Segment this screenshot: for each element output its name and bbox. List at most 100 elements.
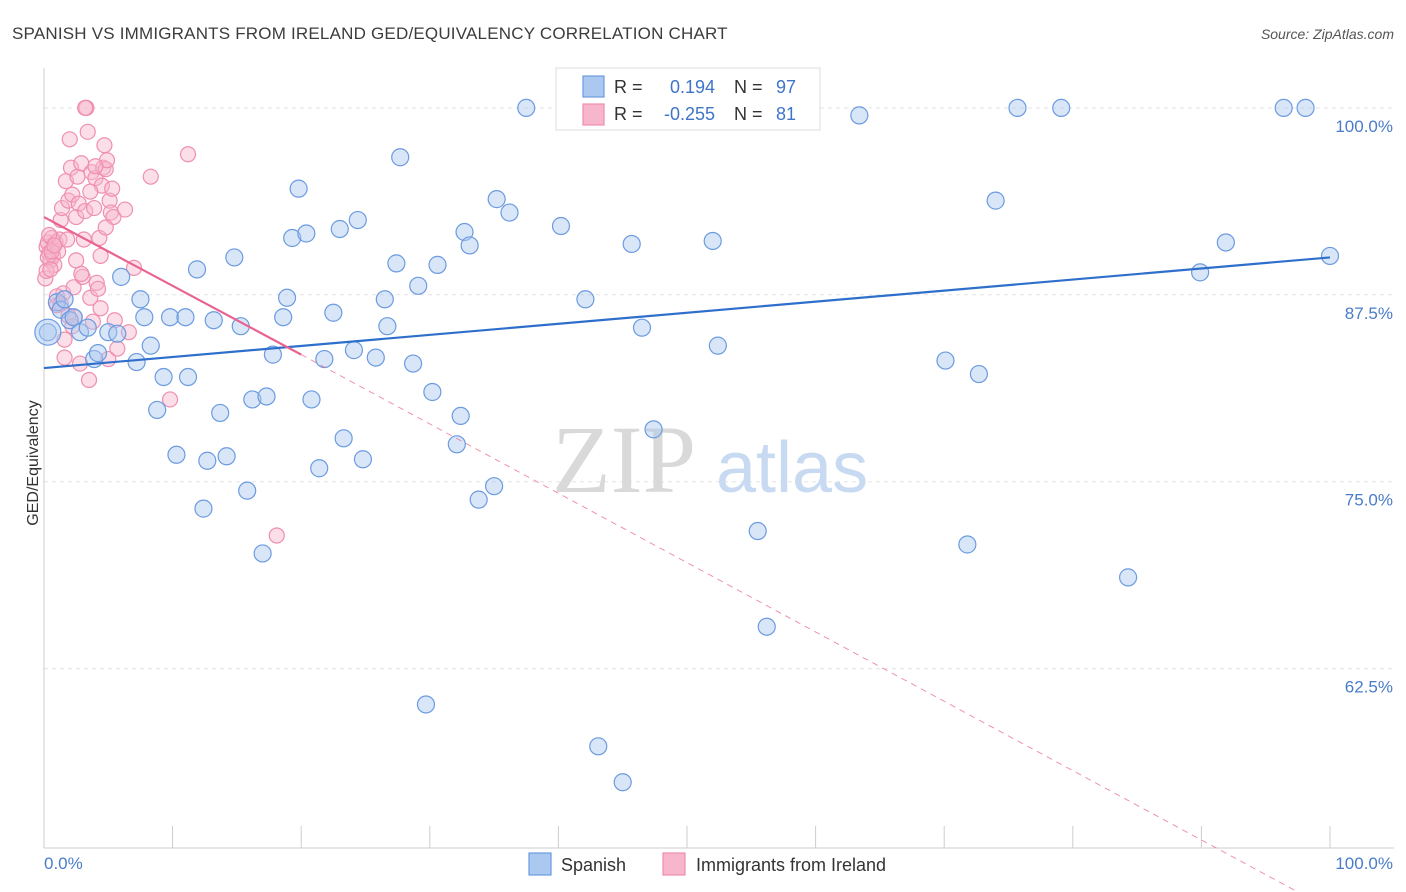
- spanish-point-75: [632, 318, 652, 337]
- x-tick-label-0: 0.0%: [44, 854, 83, 873]
- stats-swatch-ireland: [582, 103, 605, 126]
- ireland-point-77: [87, 158, 104, 175]
- spanish-point-27: [211, 403, 230, 423]
- ireland-point-49: [101, 192, 118, 209]
- ireland-point-33: [80, 371, 98, 389]
- spanish-point-41: [302, 390, 321, 409]
- spanish-r-label: R =: [614, 77, 643, 97]
- ireland-point-75: [77, 99, 94, 117]
- x-tick-label-1: 100.0%: [1335, 854, 1393, 873]
- spanish-point-47: [344, 341, 364, 360]
- spanish-point-12: [112, 267, 131, 286]
- ireland-point-40: [89, 280, 107, 297]
- legend-swatch-spanish: [528, 852, 552, 876]
- spanish-point-80: [757, 617, 776, 636]
- spanish-point-18: [154, 367, 173, 387]
- chart-source: Source: ZipAtlas.com: [1261, 26, 1394, 42]
- spanish-point-large: [34, 318, 62, 346]
- ireland-point-21: [65, 279, 82, 296]
- spanish-point-45: [330, 219, 349, 239]
- spanish-point-5: [64, 308, 83, 327]
- spanish-point-72: [589, 737, 608, 756]
- spanish-point-28: [217, 447, 236, 466]
- spanish-point-34: [257, 387, 276, 406]
- spanish-point-84: [958, 535, 977, 554]
- ireland-point-14: [56, 349, 73, 366]
- ireland-point-80: [42, 261, 59, 278]
- ireland-point-61: [268, 527, 285, 544]
- spanish-trend-line: [43, 256, 1331, 370]
- y-tick-label-2: 87.5%: [1345, 304, 1393, 323]
- spanish-point-25: [198, 451, 217, 470]
- ireland-point-30: [77, 202, 94, 220]
- ireland-point-19: [62, 159, 80, 176]
- trend-lines: [43, 216, 1331, 892]
- spanish-point-16: [141, 336, 160, 355]
- spanish-point-11: [108, 324, 127, 343]
- spanish-point-58: [423, 382, 442, 402]
- ireland-point-51: [104, 180, 121, 197]
- spanish-point-31: [238, 481, 257, 500]
- spanish-point-74: [622, 234, 641, 254]
- spanish-point-20: [167, 445, 186, 464]
- spanish-point-86: [986, 191, 1005, 210]
- spanish-point-23: [187, 260, 207, 279]
- watermark-atlas: atlas: [716, 428, 868, 508]
- spanish-point-15: [135, 308, 154, 327]
- ireland-point-60: [179, 146, 197, 163]
- spanish-point-89: [1118, 568, 1138, 587]
- spanish-point-94: [1320, 246, 1340, 266]
- spanish-point-79: [748, 521, 767, 541]
- spanish-point-77: [703, 231, 722, 251]
- watermark-zip: ZIP: [552, 406, 696, 513]
- stats-swatch-spanish: [582, 75, 605, 98]
- spanish-point-29: [225, 248, 244, 267]
- legend: Spanish Immigrants from Ireland: [528, 852, 886, 876]
- ireland-point-73: [68, 252, 85, 269]
- spanish-point-26: [204, 311, 223, 330]
- spanish-point-44: [324, 303, 343, 322]
- spanish-point-78: [708, 336, 727, 355]
- y-tick-label-0: 62.5%: [1345, 678, 1393, 697]
- gridlines: [44, 107, 1394, 670]
- ireland-point-37: [86, 199, 103, 217]
- ireland-point-54: [109, 340, 126, 357]
- spanish-point-62: [455, 222, 474, 242]
- spanish-point-51: [375, 290, 394, 309]
- spanish-n-value: 97: [776, 77, 796, 97]
- spanish-point-60: [447, 435, 466, 454]
- ireland-point-74: [73, 265, 90, 282]
- ireland-point-78: [92, 300, 109, 317]
- ireland-r-value: -0.255: [664, 104, 715, 124]
- spanish-point-71: [576, 290, 595, 309]
- ireland-point-24: [69, 168, 86, 185]
- series-spanish: [34, 98, 1340, 792]
- spanish-point-69: [551, 216, 571, 236]
- spanish-point-10: [99, 323, 118, 342]
- spanish-point-46: [334, 429, 353, 448]
- ireland-point-67: [46, 237, 63, 254]
- spanish-point-14: [131, 290, 150, 309]
- ireland-point-32: [79, 123, 96, 140]
- spanish-point-50: [366, 348, 385, 367]
- ireland-point-36: [84, 313, 101, 330]
- spanish-n-label: N =: [734, 77, 763, 97]
- spanish-point-76: [644, 420, 663, 439]
- spanish-point-7: [78, 318, 97, 337]
- spanish-point-66: [487, 190, 506, 209]
- spanish-point-21: [176, 308, 195, 327]
- spanish-point-54: [391, 148, 410, 167]
- spanish-point-73: [613, 773, 632, 792]
- legend-swatch-ireland: [662, 852, 686, 876]
- spanish-r-value: 0.194: [670, 77, 715, 97]
- ireland-point-76: [82, 183, 99, 200]
- spanish-point-55: [403, 354, 423, 373]
- ireland-point-79: [97, 219, 114, 236]
- spanish-point-64: [469, 490, 488, 509]
- spanish-point-65: [485, 477, 504, 496]
- spanish-point-22: [178, 367, 198, 387]
- ireland-point-23: [68, 208, 85, 226]
- spanish-point-3: [55, 290, 74, 309]
- spanish-point-59: [428, 255, 447, 274]
- ireland-point-55: [116, 201, 134, 218]
